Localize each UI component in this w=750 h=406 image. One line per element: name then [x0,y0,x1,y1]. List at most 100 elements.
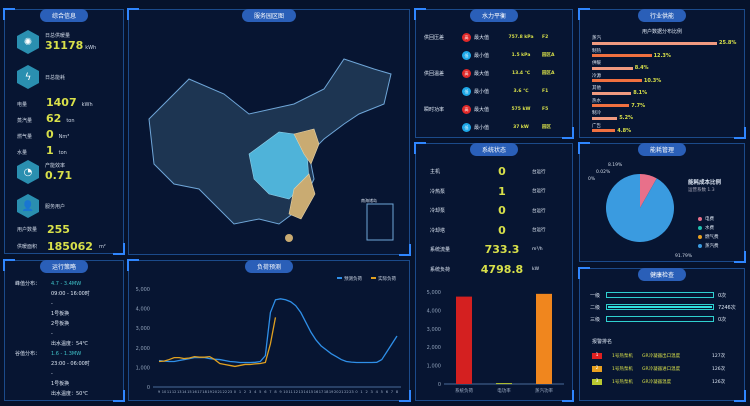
y-tick-label: 5,000 [136,287,150,293]
industry-bar-label: 冷源 [592,73,601,79]
legend-label: 电费 [705,216,714,222]
legend-item: 蒸汽费 [698,241,719,250]
system-value: 0 [498,165,506,179]
china-map[interactable]: 南海诸岛 [129,14,409,254]
pie-data-label: 0.02% [596,169,611,175]
hydraulic-row: 低最小值 3.6 ℃ F1 [424,82,569,100]
peak-line: - [51,301,53,307]
legend-swatch [698,225,702,230]
energy-item-unit: kWh [81,102,93,108]
level-label: 一级 [590,292,601,299]
series-line [158,317,277,368]
hydraulic-group: 供回温差 [424,70,445,77]
rank-device: 1号热泵机 [612,366,633,372]
legend-label: 燃气费 [705,234,719,240]
x-tick-label: 16 [314,390,319,394]
alarm-rank-row: 3 1号热泵机 GR冷凝器温度 126次 [592,375,737,388]
x-tick-label: 13 [298,390,303,394]
industry-bar-value: 10.3% [643,77,662,84]
energy-label: 日总能耗 [45,74,66,81]
industry-bar-track: 25.8% [592,40,742,46]
overview-title: 综合信息 [39,9,89,22]
industry-bar-label: 制冷 [592,111,601,116]
level-count: 0次 [718,316,727,323]
rank-item: GR冷凝器温度 [642,379,672,385]
y-tick-label: 3,000 [136,326,150,332]
bar [496,383,512,385]
x-tick-label: 23 [228,390,233,394]
x-tick-label: 20 [212,390,217,394]
level-count: 0次 [718,292,727,299]
industry-bar-row: 制冷 5.2% [592,110,742,123]
system-panel: 系统状态 主机 0 台运行 冷热泵 1 台运行 冷却泵 0 台运行 冷却塔 0 台运行 系统流量 733.… [414,142,574,402]
peak-label: 峰值分布： [15,281,41,287]
x-tick-label: 23 [349,390,354,394]
area-value: 185062 [47,240,93,253]
x-tick-label: 22 [223,390,228,394]
legend-swatch [698,243,702,248]
map-title: 服务园区图 [241,9,297,22]
area-label: 供暖面积 [17,244,38,250]
heating-icon: ✺ [17,30,39,54]
supply-label: 日总供暖量 [45,33,71,39]
efficiency-label: 产能效率 [45,163,66,169]
industry-bar-value: 7.7% [631,102,646,109]
x-tick-label: 3 [371,390,373,394]
series-line [158,298,398,364]
hydraulic-value: 3.6 ℃ [513,88,529,94]
peak-line: 1号板换 [51,311,70,317]
hydraulic-row: 瞬时功率 高最大值 575 kW F5 [424,100,569,118]
x-tick-label: 4 [254,390,257,394]
system-unit: 台运行 [532,169,546,175]
pie-title: 能耗成本比例 [688,180,722,186]
pie-data-label: 0% [588,176,596,182]
hydraulic-value: 13.4 ℃ [511,70,531,76]
map-region-gold[interactable] [288,128,320,220]
x-tick-label: 22 [344,390,349,394]
health-panel: 健康检查 一级 0次 二级 7246次 三级 0次 报警排名 1 1号热泵机 GR冷凝器出口温… [578,267,746,402]
energy-item: 燃气量 0 Nm³ [17,128,93,144]
badge-icon: 低 [462,86,471,96]
legend-label: 水费 [705,225,714,231]
pie-slice [640,178,657,208]
x-tick-label: 20 [334,390,339,394]
pie-slice [640,174,657,208]
industry-bar-row: 热水 7.7% [592,98,742,111]
x-tick-label: 7 [391,390,393,394]
energy-item-value: 62 [46,112,62,125]
hydraulic-kind: 最小值 [474,124,490,131]
industry-bar-label: 其他 [592,86,601,91]
users-label: 服务用户 [45,203,66,210]
map-panel: 服务园区图 南海诸岛 [127,8,411,256]
user-count: 255 [47,223,70,236]
x-tick-label: 13 [177,390,182,394]
level-count: 7246次 [718,304,736,311]
system-unit: 台运行 [532,208,546,214]
industry-bar-value: 25.8% [719,40,737,46]
map-hainan[interactable] [285,234,293,242]
energy-item-label: 水量 [17,150,28,156]
x-tick-label: 19 [329,390,334,394]
x-tick-label: 11 [167,390,172,394]
hydraulic-title: 水力平衡 [469,9,519,22]
rank-badge: 1 [592,352,602,359]
x-tick-label: 8 [396,390,399,394]
user-count-label: 用户数量 [17,227,38,233]
industry-bar [592,79,642,82]
hydraulic-group: 瞬时功率 [424,106,445,113]
valley-line: 出水温度：50℃ [51,391,88,397]
legend-item: 燃气费 [698,232,719,241]
badge-icon: 高 [462,68,471,78]
y-tick-label: 2,000 [427,345,441,351]
x-tick-label: 15 [309,390,314,394]
legend-item: 水费 [698,223,719,232]
peak-time: 09:00 - 16:00时 [51,291,90,297]
level-row: 一级 0次 [590,289,740,301]
industry-bar-track: 12.3% [592,53,742,59]
x-tick-label: 2 [244,390,246,394]
x-tick-label: 16 [192,390,197,394]
industry-bar [592,104,630,107]
x-tick-label: 14 [304,390,309,394]
system-value: 733.3 [484,243,520,257]
x-tick-label: 12 [172,390,177,394]
